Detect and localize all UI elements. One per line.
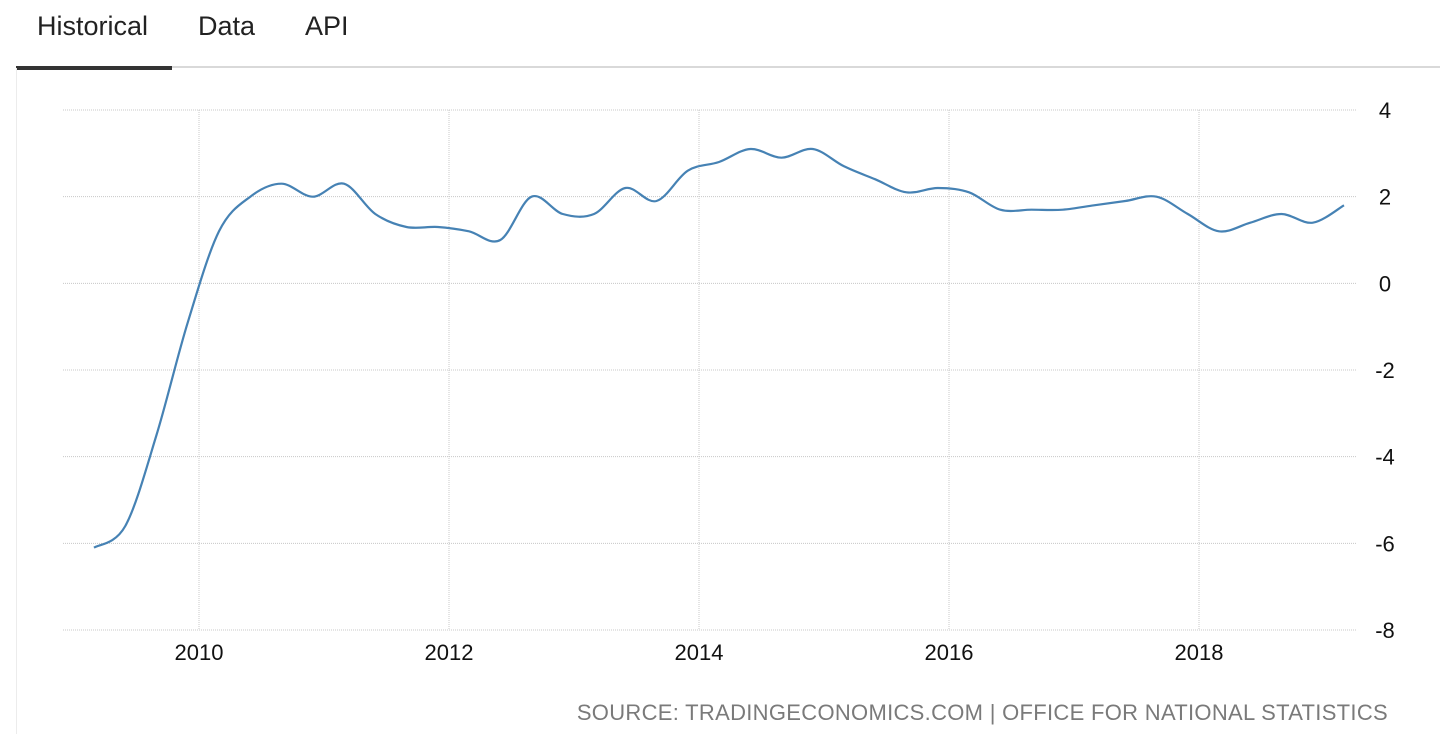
y-axis-ticks: 4 2 0 -2 -4 -6 -8	[1375, 98, 1395, 643]
data-point[interactable]	[307, 191, 319, 203]
x-tick-label: 2012	[425, 640, 474, 665]
data-point[interactable]	[1026, 204, 1038, 216]
data-point[interactable]	[276, 178, 288, 190]
data-point[interactable]	[713, 156, 725, 168]
data-point[interactable]	[557, 208, 569, 220]
data-point[interactable]	[588, 208, 600, 220]
data-point[interactable]	[1213, 225, 1225, 237]
data-point[interactable]	[1307, 217, 1319, 229]
x-tick-label: 2014	[675, 640, 724, 665]
source-credit[interactable]: SOURCE: TRADINGECONOMICS.COM | OFFICE FO…	[576, 700, 1388, 725]
data-point[interactable]	[119, 520, 131, 532]
data-point[interactable]	[651, 195, 663, 207]
data-point[interactable]	[401, 221, 413, 233]
data-point[interactable]	[526, 191, 538, 203]
data-point[interactable]	[1119, 195, 1131, 207]
y-tick-label: 0	[1379, 271, 1391, 296]
data-point[interactable]	[869, 173, 881, 185]
data-point[interactable]	[182, 316, 194, 328]
series-group	[88, 143, 1350, 554]
data-point[interactable]	[807, 143, 819, 155]
y-tick-label: -4	[1375, 445, 1395, 470]
chart-grid	[63, 109, 1357, 631]
x-tick-label: 2018	[1175, 640, 1224, 665]
data-point[interactable]	[244, 191, 256, 203]
data-point[interactable]	[901, 186, 913, 198]
data-point[interactable]	[1276, 208, 1288, 220]
data-point[interactable]	[776, 152, 788, 164]
tab-historical[interactable]: Historical	[16, 0, 172, 70]
data-point[interactable]	[744, 143, 756, 155]
x-tick-label: 2010	[175, 640, 224, 665]
line-chart: 4 2 0 -2 -4 -6 -8 2010 2012 2014 2016 2018	[63, 98, 1395, 665]
data-point[interactable]	[963, 186, 975, 198]
chart-panel: 4 2 0 -2 -4 -6 -8 2010 2012 2014 2016 2018	[16, 68, 1440, 734]
data-point[interactable]	[1244, 217, 1256, 229]
data-point[interactable]	[838, 160, 850, 172]
data-point[interactable]	[369, 208, 381, 220]
y-tick-label: -2	[1375, 358, 1395, 383]
y-tick-label: -6	[1375, 531, 1395, 556]
y-tick-label: -8	[1375, 618, 1395, 643]
x-axis-ticks: 2010 2012 2014 2016 2018	[175, 640, 1224, 665]
y-tick-label: 4	[1379, 98, 1391, 123]
data-point[interactable]	[994, 204, 1006, 216]
data-point[interactable]	[1182, 208, 1194, 220]
data-point[interactable]	[932, 182, 944, 194]
tab-api[interactable]: API	[305, 11, 349, 41]
data-point[interactable]	[432, 221, 444, 233]
y-tick-label: 2	[1379, 185, 1391, 210]
data-point[interactable]	[338, 178, 350, 190]
data-point[interactable]	[1151, 191, 1163, 203]
data-point[interactable]	[1057, 204, 1069, 216]
data-point[interactable]	[463, 225, 475, 237]
tab-bar: Historical Data API	[16, 0, 1440, 70]
data-point[interactable]	[619, 182, 631, 194]
data-point[interactable]	[88, 542, 100, 554]
x-tick-label: 2016	[925, 640, 974, 665]
data-point[interactable]	[494, 234, 506, 246]
data-point[interactable]	[151, 429, 163, 441]
series-line[interactable]	[93, 147, 1345, 549]
tab-data[interactable]: Data	[198, 11, 256, 41]
data-point[interactable]	[682, 165, 694, 177]
data-point[interactable]	[213, 225, 225, 237]
data-point[interactable]	[1338, 199, 1350, 211]
data-point[interactable]	[1088, 199, 1100, 211]
